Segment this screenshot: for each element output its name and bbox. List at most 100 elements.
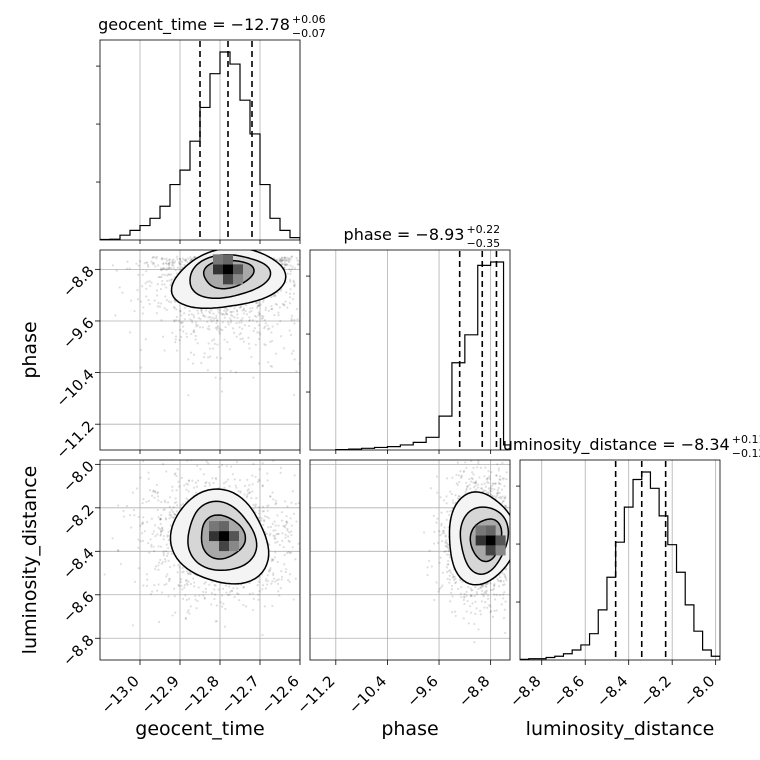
scatter-point [200, 309, 203, 312]
scatter-point [162, 534, 166, 538]
scatter-point [173, 501, 176, 504]
scatter-point [194, 321, 198, 324]
scatter-point [277, 590, 280, 593]
scatter-point [474, 481, 478, 484]
scatter-point [192, 353, 196, 356]
scatter-point [159, 518, 162, 521]
scatter-point [500, 488, 503, 491]
scatter-point [497, 481, 501, 484]
scatter-point [122, 509, 125, 512]
scatter-point [243, 484, 247, 487]
scatter-point [286, 272, 289, 275]
scatter-point [505, 578, 508, 582]
scatter-point [475, 607, 478, 610]
scatter-point [141, 501, 144, 505]
scatter-point [317, 260, 319, 262]
scatter-point [216, 319, 219, 323]
scatter-point [445, 553, 449, 556]
scatter-point [276, 582, 280, 586]
scatter-point [285, 259, 288, 262]
scatter-point [187, 257, 190, 260]
scatter-point [230, 313, 233, 317]
scatter-point [433, 530, 436, 534]
scatter-point [330, 328, 332, 330]
scatter-point [479, 586, 482, 590]
scatter-point [284, 533, 287, 536]
scatter-point [128, 514, 132, 517]
scatter-point [211, 316, 214, 319]
scatter-point [232, 331, 236, 334]
scatter-point [152, 530, 155, 533]
scatter-point [207, 342, 210, 345]
scatter-point [267, 504, 270, 507]
scatter-point [219, 377, 222, 380]
scatter-point [147, 265, 150, 268]
scatter-point [192, 256, 195, 259]
scatter-point [228, 348, 231, 351]
scatter-point [178, 262, 182, 265]
scatter-point [187, 490, 190, 493]
scatter-point [488, 604, 491, 607]
scatter-point [254, 475, 257, 478]
scatter-point [194, 598, 197, 601]
scatter-point [181, 257, 185, 260]
scatter-point [261, 633, 264, 637]
scatter-point [504, 504, 508, 507]
scatter-point [278, 543, 281, 547]
scatter-point [262, 584, 265, 587]
scatter-point [491, 615, 495, 618]
scatter-point [161, 526, 164, 529]
scatter-point [160, 275, 163, 279]
scatter-point [222, 602, 225, 605]
scatter-point [252, 462, 255, 466]
scatter-point [272, 558, 275, 561]
scatter-point [453, 578, 456, 581]
scatter-point [235, 309, 238, 312]
scatter-point [278, 259, 281, 262]
scatter-point [477, 460, 480, 463]
scatter-point [168, 505, 171, 509]
scatter-point [114, 314, 117, 317]
scatter-point [169, 273, 173, 276]
scatter-point [504, 495, 507, 498]
scatter-point [221, 587, 225, 590]
scatter-point [204, 482, 207, 485]
y-tick-label: −8.2 [59, 501, 97, 539]
scatter-point [486, 481, 489, 484]
scatter-point [459, 579, 462, 582]
scatter-point [191, 321, 194, 324]
density-bin [209, 521, 219, 532]
scatter-point [264, 308, 267, 312]
scatter-point [166, 552, 170, 555]
scatter-point [277, 311, 280, 314]
scatter-point [228, 585, 231, 588]
scatter-point [208, 583, 211, 586]
scatter-point [480, 584, 483, 588]
scatter-point [203, 352, 206, 355]
scatter-point [175, 272, 178, 275]
scatter-point [460, 475, 463, 478]
scatter-point [280, 578, 283, 581]
scatter-point [469, 480, 473, 483]
scatter-point [251, 490, 254, 493]
scatter-point [163, 273, 167, 276]
scatter-point [280, 575, 284, 578]
histogram-panel-geocent_time: geocent_time = −12.78 +0.06−0.07 [96, 13, 326, 241]
scatter-point [183, 258, 186, 261]
scatter-point [256, 304, 259, 307]
scatter-point [174, 300, 177, 304]
scatter-point [183, 586, 186, 589]
scatter-point [488, 475, 491, 478]
scatter-point [485, 585, 488, 588]
scatter-point [159, 287, 163, 291]
scatter-point [241, 309, 244, 312]
scatter-point [195, 607, 198, 610]
scatter-point [499, 482, 502, 486]
scatter-point [433, 542, 436, 545]
scatter-point [225, 309, 228, 312]
scatter-point [258, 362, 261, 365]
scatter-point [436, 491, 439, 494]
scatter-point [229, 369, 232, 373]
scatter-point [285, 259, 288, 262]
scatter-point [172, 517, 175, 520]
